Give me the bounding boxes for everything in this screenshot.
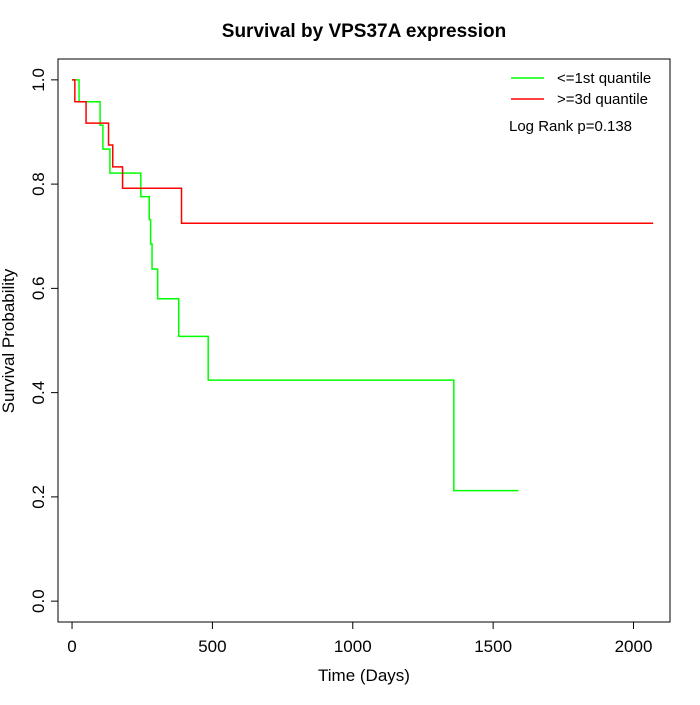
y-axis-label: Survival Probability <box>0 268 18 413</box>
log-rank-annotation: Log Rank p=0.138 <box>509 118 632 135</box>
x-tick-label: 0 <box>67 637 76 656</box>
chart-title: Survival by VPS37A expression <box>222 21 506 42</box>
series-line-low <box>72 79 519 492</box>
x-tick-label: 2000 <box>615 637 653 656</box>
legend-label-low: <=1st quantile <box>557 70 651 87</box>
series-layer <box>72 79 654 492</box>
x-axis-label: Time (Days) <box>318 666 410 685</box>
y-tick-label: 1.0 <box>29 68 48 92</box>
x-tick-label: 500 <box>198 637 226 656</box>
y-tick-label: 0.4 <box>29 381 48 405</box>
legend-label-high: >=3d quantile <box>557 91 648 108</box>
y-tick-label: 0.8 <box>29 172 48 196</box>
y-axis: 0.0 0.2 0.4 0.6 0.8 1.0 <box>29 68 59 613</box>
y-tick-label: 0.6 <box>29 277 48 301</box>
series-line-high <box>72 79 654 224</box>
y-tick-label: 0.0 <box>29 589 48 613</box>
x-tick-label: 1000 <box>334 637 372 656</box>
x-axis: 0 500 1000 1500 2000 <box>67 621 653 656</box>
legend: <=1st quantile >=3d quantile <box>511 70 651 108</box>
x-tick-label: 1500 <box>474 637 512 656</box>
y-tick-label: 0.2 <box>29 485 48 509</box>
